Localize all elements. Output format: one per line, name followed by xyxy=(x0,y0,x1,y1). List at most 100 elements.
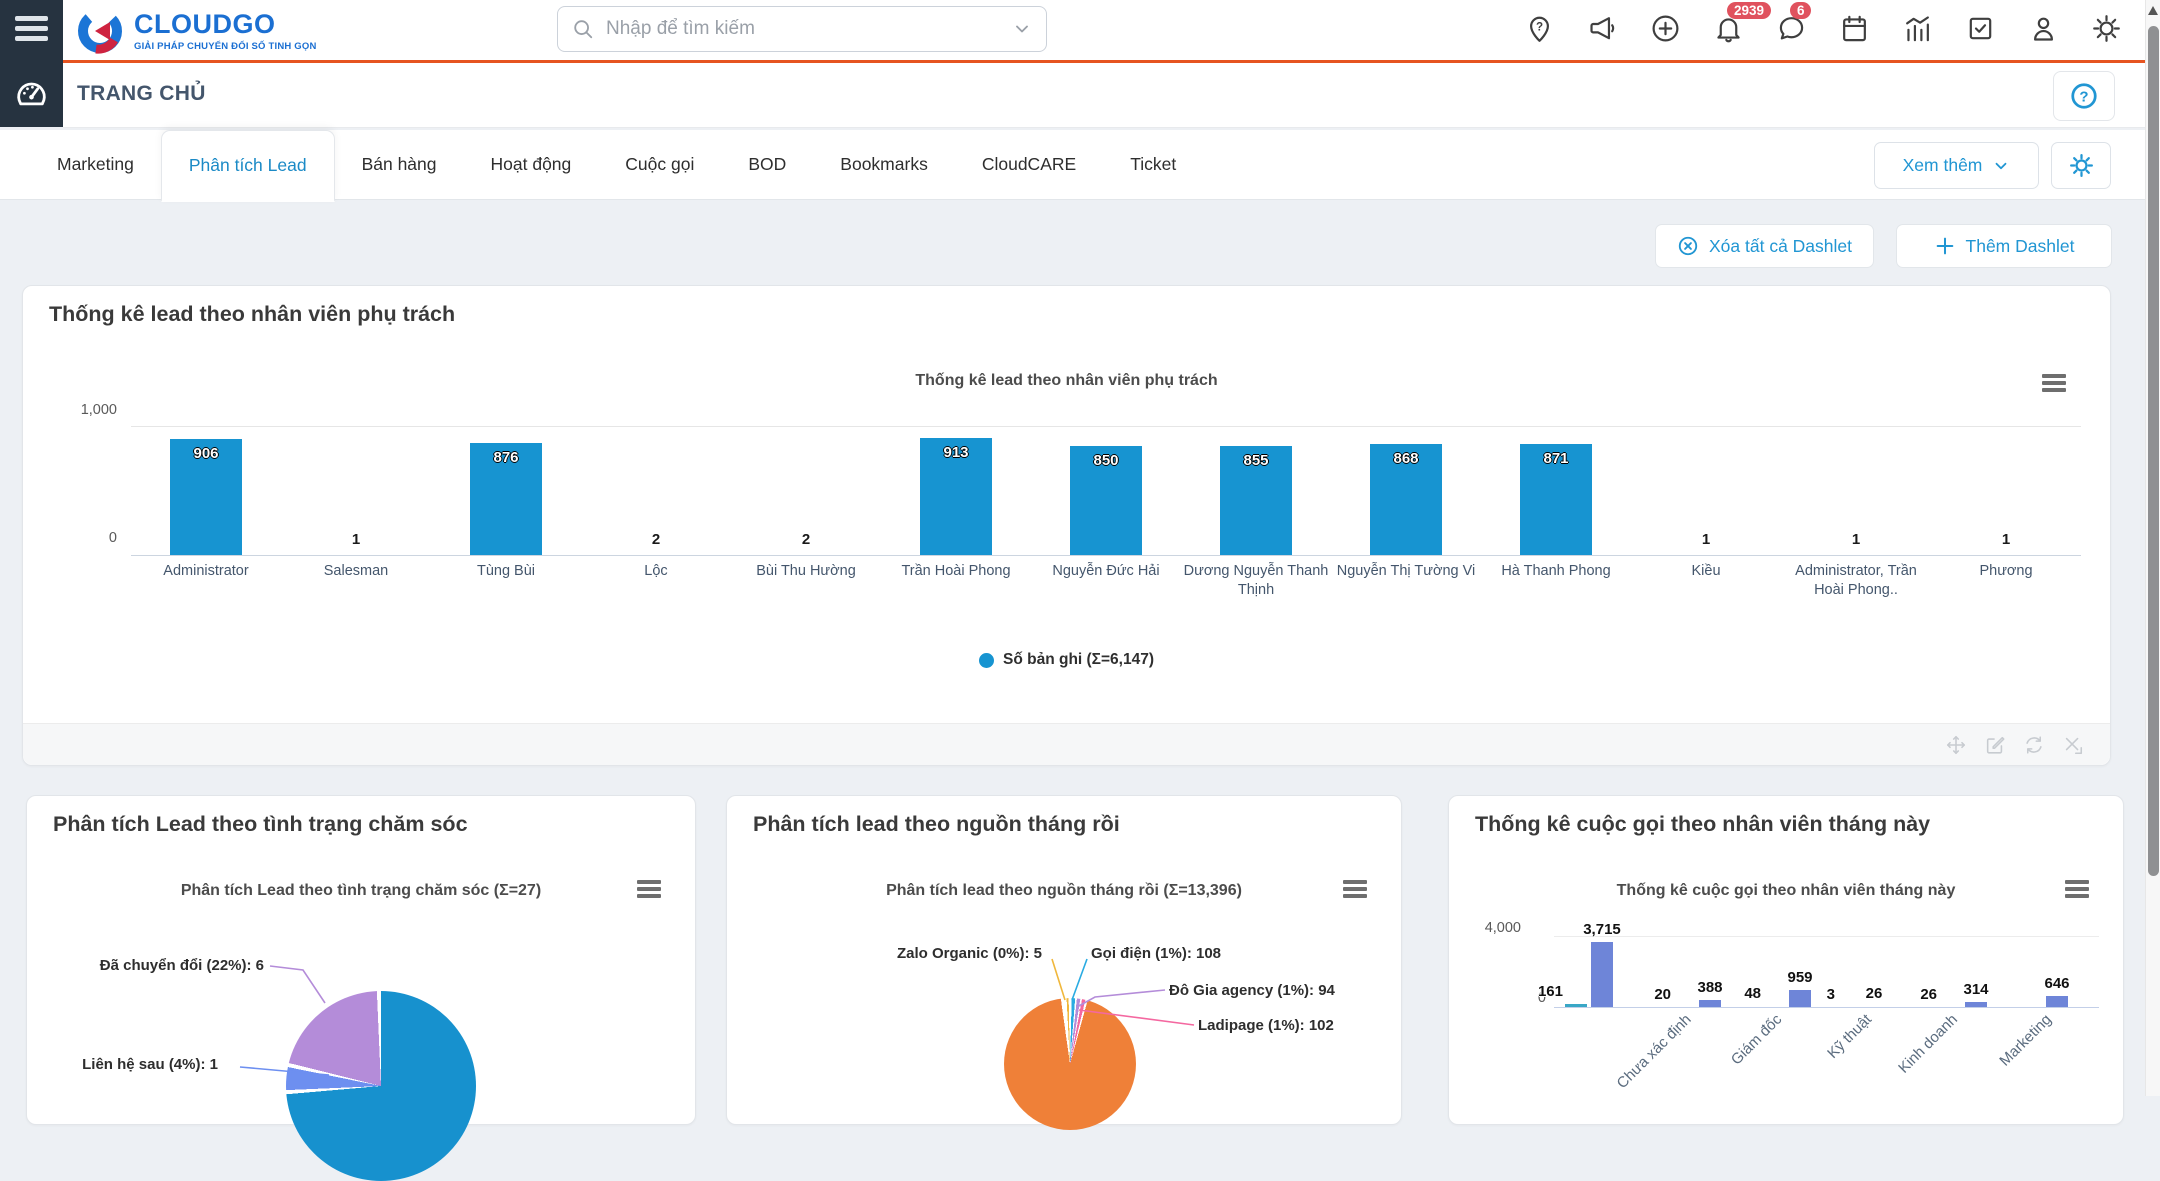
bar-value-label: 26 xyxy=(1865,985,1883,1002)
scroll-thumb[interactable] xyxy=(2147,26,2159,876)
pie-label-lien-he-sau: Liên hệ sau (4%): 1 xyxy=(82,1056,218,1073)
bar[interactable] xyxy=(1565,1004,1587,1007)
page-title: TRANG CHỦ xyxy=(77,82,206,105)
bar[interactable] xyxy=(1965,1002,1987,1007)
x-axis-label: Administrator xyxy=(163,563,249,579)
global-search[interactable] xyxy=(557,6,1047,52)
settings-gear-icon[interactable] xyxy=(2091,13,2122,44)
remove-icon[interactable] xyxy=(2062,734,2084,756)
calendar-icon[interactable] xyxy=(1839,13,1870,44)
edit-icon[interactable] xyxy=(1984,734,2006,756)
x-axis-label: Hà Thanh Phong xyxy=(1501,563,1611,579)
chart-menu-icon[interactable] xyxy=(1343,880,1367,900)
notifications-bell-icon[interactable]: 2939 xyxy=(1713,2,1771,44)
x-axis-label: Administrator, Trần Hoài Phong.. xyxy=(1795,563,1917,599)
dashlet-lead-by-assignee: Thống kê lead theo nhân viên phụ trách T… xyxy=(22,285,2111,766)
x-axis-label: Lộc xyxy=(644,563,668,579)
messages-chat-icon[interactable]: 6 xyxy=(1776,2,1812,44)
bar-chart-plot[interactable]: 906 1 876 2 2 913 850 855 868 871 1 1 1 xyxy=(131,426,2081,556)
bar[interactable]: 906 xyxy=(170,439,242,555)
move-icon[interactable] xyxy=(1945,734,1967,756)
pie-label-goi-dien: Gọi điện (1%): 108 xyxy=(1091,945,1222,962)
legend-label: Số bản ghi (Σ=6,147) xyxy=(1003,651,1154,668)
chart-title: Thống kê cuộc gọi theo nhân viên tháng n… xyxy=(1616,882,1956,899)
x-axis-label: Salesman xyxy=(323,563,389,579)
bar-value-label: 959 xyxy=(1787,969,1813,987)
pie-chart-care-status[interactable] xyxy=(286,991,476,1181)
menu-hamburger-icon[interactable] xyxy=(15,16,48,46)
tab-cuộc-gọi[interactable]: Cuộc gọi xyxy=(625,154,695,174)
checkin-location-icon[interactable]: ? xyxy=(1524,13,1555,44)
bar-value-label: 48 xyxy=(1744,985,1761,1003)
profile-person-icon[interactable] xyxy=(2028,13,2059,44)
pie-chart-lead-source[interactable] xyxy=(1004,998,1136,1130)
circle-x-icon xyxy=(1678,236,1698,256)
search-input[interactable] xyxy=(604,17,1002,41)
bar-value-label: 906 xyxy=(193,445,219,462)
clear-all-dashlets-button[interactable]: Xóa tất cả Dashlet xyxy=(1655,224,1874,268)
more-tabs-button[interactable]: Xem thêm xyxy=(1874,142,2039,189)
x-axis-label: Bùi Thu Hường xyxy=(756,563,856,579)
cloudgo-logo[interactable]: CLOUDGO GIẢI PHÁP CHUYỂN ĐỔI SỐ TINH GỌN xyxy=(74,5,317,57)
tab-bán-hàng[interactable]: Bán hàng xyxy=(361,154,437,174)
announcements-megaphone-icon[interactable] xyxy=(1587,13,1618,44)
bar[interactable]: 871 xyxy=(1520,444,1592,555)
quick-create-plus-icon[interactable] xyxy=(1650,13,1681,44)
bar-value-label: 1 xyxy=(351,531,361,548)
x-axis-label: Dương Nguyễn Thanh Thịnh xyxy=(1183,563,1329,599)
bar-value-label: 876 xyxy=(493,449,519,466)
bar[interactable]: 876 xyxy=(470,443,542,555)
svg-text:?: ? xyxy=(2079,88,2088,105)
dashlet-lead-by-source: Phân tích lead theo nguồn tháng rồi Phân… xyxy=(726,795,1402,1130)
dashlet-title: Phân tích Lead theo tình trạng chăm sóc xyxy=(53,812,468,836)
scroll-up-arrow[interactable] xyxy=(2148,6,2158,15)
logo-text: CLOUDGO GIẢI PHÁP CHUYỂN ĐỔI SỐ TINH GỌN xyxy=(134,10,317,52)
tab-bookmarks[interactable]: Bookmarks xyxy=(840,154,928,174)
chart-menu-icon[interactable] xyxy=(2065,880,2089,900)
bar[interactable] xyxy=(1699,1000,1721,1007)
plus-icon xyxy=(1936,237,1953,255)
bar-value-label: 1 xyxy=(1851,531,1861,548)
pie-label-do-gia-agency: Đô Gia agency (1%): 94 xyxy=(1169,982,1335,999)
bar[interactable]: 913 xyxy=(920,438,992,555)
x-axis-label: Kỹ thuật xyxy=(1824,1011,1876,1062)
dashlet-footer xyxy=(23,723,2110,765)
bar[interactable] xyxy=(1591,942,1613,1007)
svg-text:?: ? xyxy=(1536,21,1543,34)
dashboard-gauge-icon[interactable] xyxy=(13,74,50,116)
bar[interactable]: 850 xyxy=(1070,446,1142,555)
bar-value-label: 2 xyxy=(651,531,661,548)
page-scrollbar[interactable] xyxy=(2145,0,2160,1096)
bar-value-label: 314 xyxy=(1963,980,1989,998)
brand-tagline: GIẢI PHÁP CHUYỂN ĐỔI SỐ TINH GỌN xyxy=(134,40,317,52)
bar[interactable] xyxy=(2046,996,2068,1007)
tab-ticket[interactable]: Ticket xyxy=(1130,154,1177,174)
bar[interactable]: 855 xyxy=(1220,446,1292,555)
bar-chart-plot[interactable]: 161 3,715 20 388 48 959 3 26 26 314 646 xyxy=(1538,921,2099,1008)
chart-menu-icon[interactable] xyxy=(2042,374,2066,394)
tab-hoạt-động[interactable]: Hoạt động xyxy=(490,154,572,174)
pie-label-da-chuyen-doi: Đã chuyển đổi (22%): 6 xyxy=(99,957,264,974)
bar[interactable] xyxy=(1789,990,1811,1007)
search-scope-chevron-icon[interactable] xyxy=(1012,19,1032,39)
add-dashlet-button[interactable]: Thêm Dashlet xyxy=(1896,224,2112,268)
bar-value-label: 850 xyxy=(1093,452,1119,469)
tab-list: Marketing Phân tích Lead Bán hàng Hoạt động… xyxy=(30,130,1203,202)
legend-so-ban-ghi[interactable]: Số bản ghi (Σ=6,147) xyxy=(23,651,2110,669)
tab-marketing[interactable]: Marketing xyxy=(57,154,134,174)
chart-menu-icon[interactable] xyxy=(637,880,661,900)
gear-icon xyxy=(2069,154,2093,177)
bar[interactable]: 868 xyxy=(1370,444,1442,555)
top-header: CLOUDGO GIẢI PHÁP CHUYỂN ĐỔI SỐ TINH GỌN… xyxy=(0,0,2160,60)
help-button[interactable]: ? xyxy=(2053,71,2115,121)
bar-value-label: 3 xyxy=(1826,985,1835,1003)
refresh-icon[interactable] xyxy=(2023,734,2045,756)
tasks-checkbox-icon[interactable] xyxy=(1965,13,1996,44)
activity-chart-icon[interactable] xyxy=(1902,13,1933,44)
tab-phân-tích-lead[interactable]: Phân tích Lead xyxy=(160,130,335,202)
add-dashlet-label: Thêm Dashlet xyxy=(1965,235,2075,256)
dashboard-settings-button[interactable] xyxy=(2051,142,2111,189)
tab-cloudcare[interactable]: CloudCARE xyxy=(981,154,1077,174)
tab-bod[interactable]: BOD xyxy=(748,154,787,174)
bar-value-label: 3,715 xyxy=(1583,921,1621,938)
